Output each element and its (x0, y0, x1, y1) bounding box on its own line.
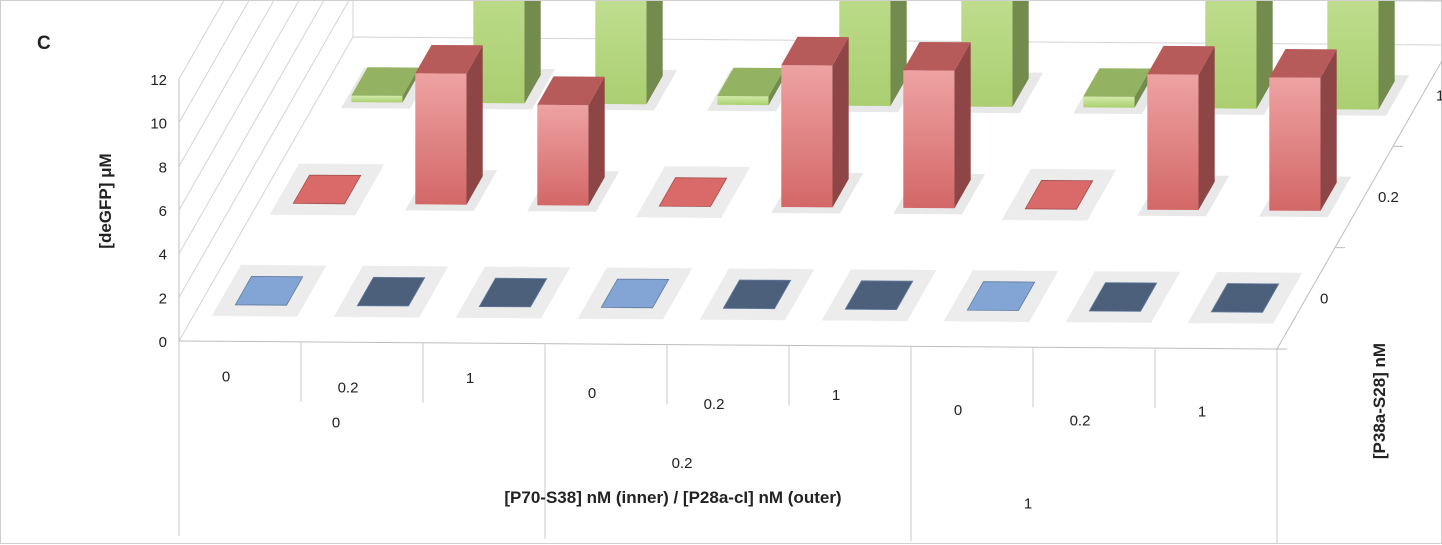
y-axis-title: [deGFP] μM (96, 153, 115, 248)
bar-front (537, 105, 588, 206)
y-tick-label-2: 4 (159, 247, 167, 264)
bar-0-8 (1188, 272, 1303, 324)
x-tick-label-1: 0.2 (338, 379, 359, 396)
depth-tick-label-2: 1 (1436, 88, 1442, 105)
y-tick-label-3: 6 (159, 203, 167, 220)
bar-front (1083, 97, 1134, 108)
bar-0.2-3 (636, 166, 751, 218)
y-tick-label-0: 0 (159, 334, 167, 351)
bar-side (955, 42, 971, 208)
bar-side (833, 37, 849, 207)
bar-0-6 (944, 270, 1059, 322)
x-tick-label-8: 1 (1198, 404, 1206, 421)
x-outer-label-0: 0 (332, 414, 340, 431)
y-tick-label-5: 10 (150, 116, 167, 133)
x-outer-label-1: 0.2 (672, 455, 693, 472)
bar-front (781, 65, 832, 207)
bar-0-7 (1066, 271, 1181, 323)
x-tick-label-5: 1 (832, 387, 840, 404)
chart-bars (212, 1, 1410, 324)
bar-0-1 (334, 266, 449, 318)
depth-tick-label-1: 0.2 (1378, 189, 1399, 206)
depth-axis-title: [P38a-S28] nM (1370, 343, 1389, 459)
bar-front (903, 70, 954, 208)
bar-0-4 (700, 269, 815, 321)
bar-front (1147, 74, 1198, 210)
x-axis-line (179, 341, 1277, 349)
bar-front (1269, 77, 1320, 211)
bar-0-5 (822, 269, 937, 321)
x-tick-label-4: 0.2 (704, 396, 725, 413)
x-outer-label-2: 1 (1024, 496, 1032, 513)
bar-0-2 (456, 267, 571, 319)
bar-0-3 (578, 268, 693, 320)
bar-0.2-0 (270, 164, 385, 216)
x-tick-label-7: 0.2 (1070, 413, 1091, 430)
depth-tick-label-0: 0 (1320, 290, 1328, 307)
x-tick-label-2: 1 (466, 370, 474, 387)
y-tick-label-6: 12 (150, 72, 167, 89)
bar-0-0 (212, 265, 327, 317)
bar-front (717, 96, 768, 105)
y-tick-label-1: 2 (159, 290, 167, 307)
x-tick-label-6: 0 (954, 402, 962, 419)
bar-0.2-6 (1002, 169, 1117, 221)
bar-side (1199, 46, 1215, 210)
bar-front (415, 73, 466, 204)
x-tick-label-0: 0 (222, 368, 230, 385)
bar-side (1321, 49, 1337, 211)
bar-front (351, 96, 402, 103)
x-axis-title: [P70-S38] nM (inner) / [P28a-cI] nM (out… (504, 488, 841, 507)
y-tick-label-4: 8 (159, 159, 167, 176)
x-tick-label-3: 0 (588, 385, 596, 402)
